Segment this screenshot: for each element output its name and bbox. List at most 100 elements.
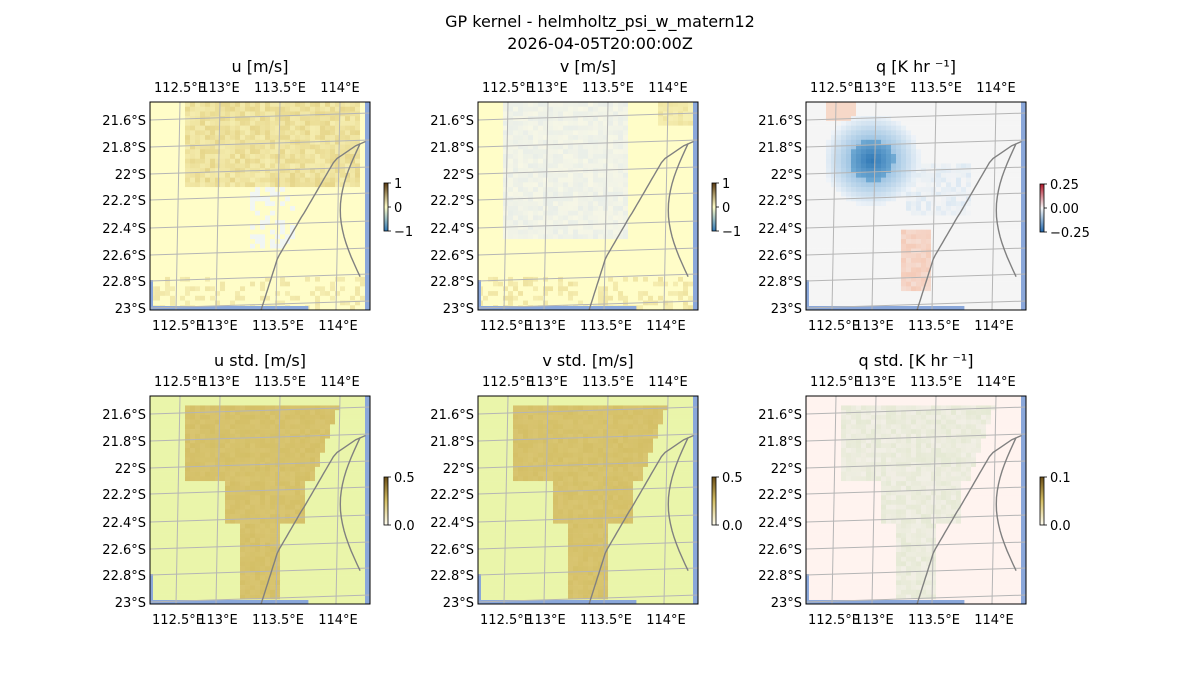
heatmap-cell [315,243,321,249]
heatmap-cell [658,258,664,264]
heatmap-cell [305,177,311,183]
heatmap-cell [180,220,186,226]
heatmap-cell [548,276,554,282]
heatmap-cell [200,158,206,164]
heatmap-cell [558,201,564,207]
heatmap-cell [285,191,291,197]
heatmap-cell [260,172,266,178]
heatmap-cell [290,224,296,230]
heatmap-cell [215,286,221,292]
heatmap-cell [598,281,604,287]
heatmap-cell [678,102,684,108]
heatmap-cell [806,168,812,174]
heatmap-cell [170,272,176,278]
heatmap-cell [583,272,589,278]
heatmap-cell [901,172,907,178]
heatmap-cell [265,215,271,221]
heatmap-cell [553,224,559,230]
heatmap-cell [593,220,599,226]
heatmap-cell [936,206,942,212]
heatmap-cell [538,106,544,112]
heatmap-cell [688,102,694,108]
heatmap-cell [498,201,504,207]
heatmap-cell [538,253,544,259]
heatmap-cell [165,154,171,160]
heatmap-cell [678,163,684,169]
heatmap-cell [240,182,246,188]
heatmap-cell [320,187,326,193]
heatmap-cell [816,102,822,108]
heatmap-cell [170,276,176,282]
heatmap-cell [946,111,952,117]
parallel [149,247,371,256]
heatmap-cell [638,272,644,278]
heatmap-cell [260,139,266,145]
heatmap-cell [836,201,842,207]
heatmap-cell [513,106,519,112]
heatmap-cell [846,154,852,160]
heatmap-cell [961,111,967,117]
heatmap-cell [275,253,281,259]
heatmap-cell [996,172,1002,178]
heatmap-cell [663,248,669,254]
heatmap-cell [265,267,271,273]
heatmap-cell [300,286,306,292]
heatmap-cell [360,168,366,174]
heatmap-cell [956,135,962,141]
heatmap-cell [961,135,967,141]
heatmap-cell [345,210,351,216]
colorbar: 10−1 [711,177,741,240]
heatmap-cell [220,139,226,145]
heatmap-cell [310,239,316,245]
heatmap-cell [981,201,987,207]
heatmap-cell [230,106,236,112]
heatmap-cell [613,102,619,108]
heatmap-cell [518,229,524,235]
heatmap-cell [688,210,694,216]
heatmap-cell [946,130,952,136]
heatmap-cell [816,196,822,202]
heatmap-cell [478,276,484,282]
heatmap-cell [235,286,241,292]
heatmap-cell [305,158,311,164]
heatmap-cell [538,291,544,297]
heatmap-cell [320,120,326,126]
colorbar-tick-label: 0 [722,201,730,216]
heatmap-cell [1006,187,1012,193]
heatmap-cell [250,206,256,212]
heatmap-cell [330,215,336,221]
heatmap-cell [285,224,291,230]
heatmap-cell [891,144,897,150]
heatmap-cell [876,125,882,131]
heatmap-cell [165,149,171,155]
heatmap-cell [210,210,216,216]
heatmap-cell [593,139,599,145]
heatmap-cell [673,144,679,150]
heatmap-cell [886,154,892,160]
heatmap-cell [583,163,589,169]
heatmap-cell [603,106,609,112]
heatmap-cell [518,210,524,216]
heatmap-cell [503,253,509,259]
heatmap-cell [638,295,644,301]
heatmap-cell [598,234,604,240]
heatmap-cell [653,272,659,278]
heatmap-cell [543,135,549,141]
heatmap-cell [558,210,564,216]
heatmap-cell [941,111,947,117]
heatmap-cell [320,130,326,136]
heatmap-cell [881,168,887,174]
heatmap-cell [478,243,484,249]
heatmap-cell [165,272,171,278]
heatmap-cell [811,206,817,212]
heatmap-cell [941,163,947,169]
heatmap-cell [588,258,594,264]
heatmap-cell [976,111,982,117]
heatmap-cell [250,139,256,145]
heatmap-cell [220,125,226,131]
heatmap-cell [240,158,246,164]
heatmap-cell [598,116,604,122]
heatmap-cell [315,158,321,164]
heatmap-cell [355,130,361,136]
heatmap-cell [1011,111,1017,117]
